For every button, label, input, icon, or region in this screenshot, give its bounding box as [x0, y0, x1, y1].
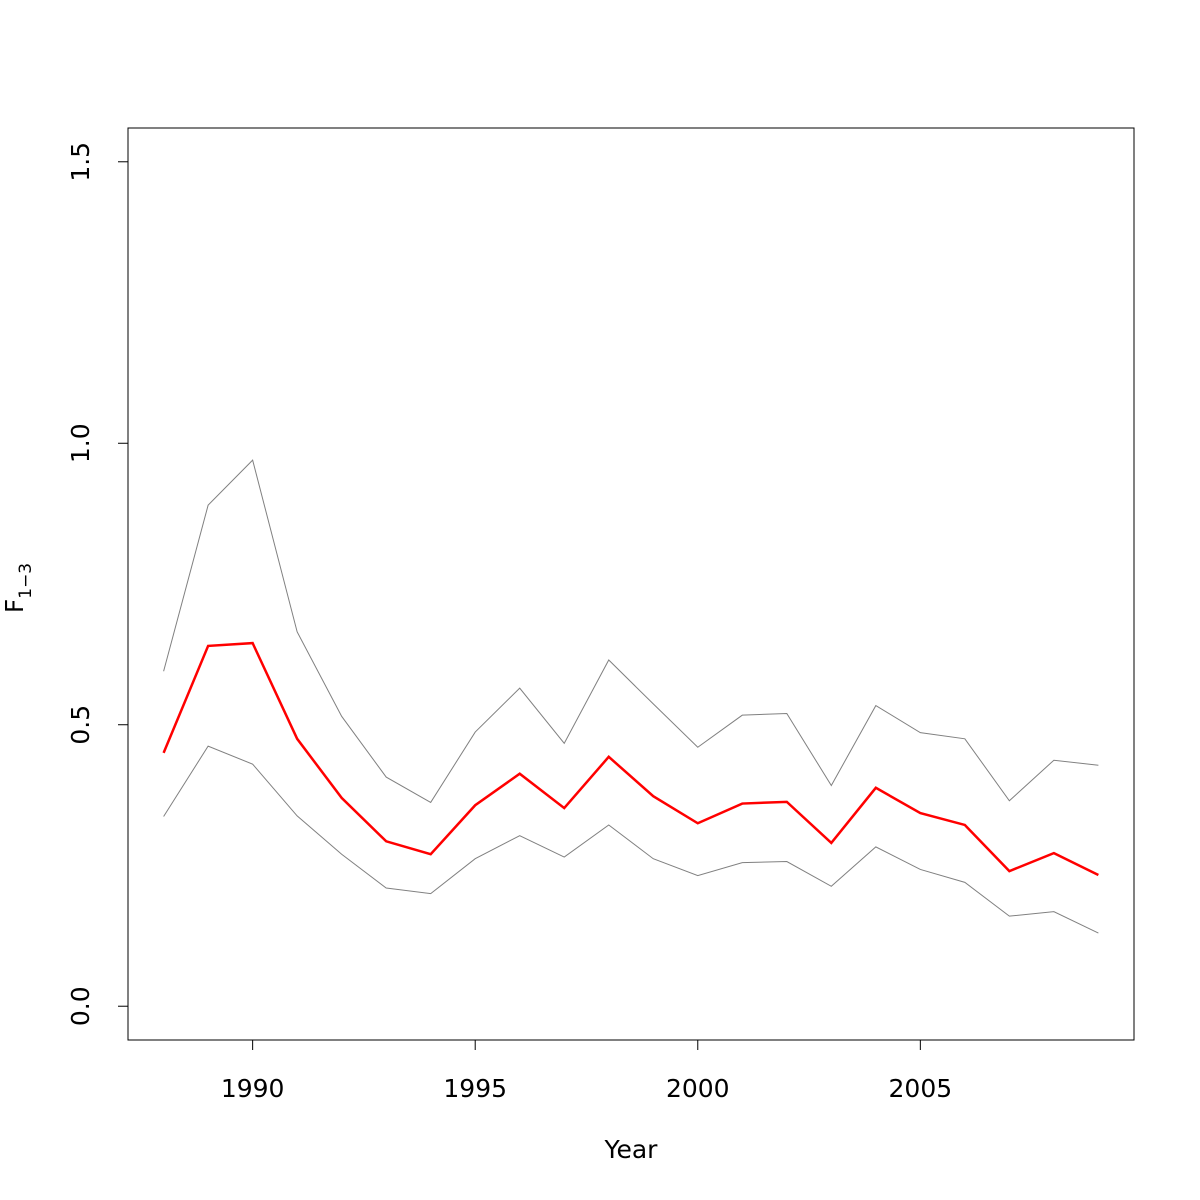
plot-frame: [127, 127, 1135, 1041]
series-line-lower: [163, 745, 1099, 934]
y-axis-title: F1−3: [0, 563, 36, 613]
x-axis: 1990 1995 2000 2005: [221, 1039, 953, 1103]
y-tick-label: 0.5: [66, 705, 95, 745]
series-layer: [162, 459, 1099, 934]
series-line-estimate: [162, 641, 1099, 877]
y-axis-title-subscript: 1−3: [16, 563, 36, 599]
y-tick-label: 1.0: [66, 423, 95, 463]
y-axis-title-main: F: [0, 599, 29, 613]
y-tick-label: 1.5: [66, 142, 95, 182]
x-tick-label: 2000: [666, 1074, 730, 1103]
y-tick-label: 0.0: [66, 986, 95, 1026]
series-line-upper: [163, 459, 1099, 804]
x-tick-label: 1995: [443, 1074, 507, 1103]
x-axis-title: Year: [604, 1135, 659, 1164]
y-axis: 0.0 0.5 1.0 1.5: [66, 142, 129, 1026]
x-tick-label: 2005: [889, 1074, 953, 1103]
x-tick-label: 1990: [221, 1074, 285, 1103]
